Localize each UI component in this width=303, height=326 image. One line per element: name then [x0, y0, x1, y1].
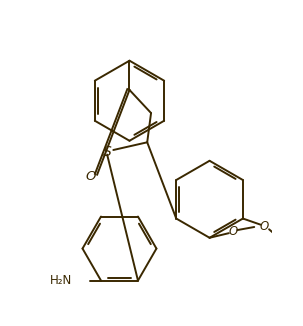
Text: O: O	[228, 225, 237, 238]
Text: O: O	[86, 170, 96, 183]
Text: O: O	[260, 220, 269, 233]
Text: H₂N: H₂N	[50, 274, 72, 287]
Text: S: S	[103, 144, 112, 158]
